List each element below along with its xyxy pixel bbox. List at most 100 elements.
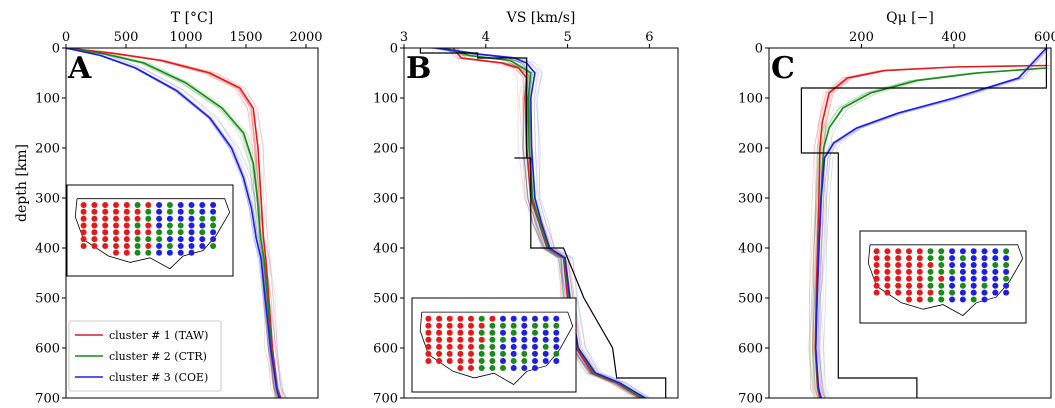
station-dot [134,243,141,249]
station-dot [102,243,109,249]
station-dot [91,222,98,229]
station-dot [436,343,443,350]
station-dot [113,222,119,229]
plot-area [66,48,287,398]
station-dot [510,358,517,364]
station-dot [177,208,184,215]
station-dot [134,202,141,208]
station-dot [210,243,217,249]
station-dot [1003,248,1010,255]
station-dot [542,350,549,357]
station-dot [188,243,195,249]
station-dot [457,365,464,371]
station-dot [949,262,956,268]
station-dot [895,275,902,282]
station-dot [992,255,999,262]
station-dot [1003,289,1010,296]
ensemble-line [68,48,283,398]
station-dot [123,249,130,256]
station-dot [532,358,538,364]
us-cluster-map-inset [66,184,234,277]
station-dot [457,322,464,329]
x-tick-label: 200 [849,30,874,45]
ensemble-line [438,48,637,398]
station-dot [510,322,517,329]
station-dot [113,249,119,256]
station-dot [188,249,195,256]
station-dot [873,289,880,296]
ensemble-line [817,48,1049,398]
station-dot [959,289,966,296]
station-dot [927,282,934,289]
station-dot [553,336,560,343]
station-dot [489,329,496,336]
y-tick-label: 200 [373,142,398,157]
y-tick-label: 100 [35,92,60,107]
station-dot [199,229,206,236]
station-dot [145,215,152,222]
ensemble-line [819,48,1051,398]
station-dot [981,262,988,268]
station-dot [500,322,506,329]
station-dot [446,315,453,322]
station-dot [134,229,141,236]
station-dot [489,315,496,322]
station-dot [553,329,560,336]
station-dot [457,315,464,322]
x-axis-title: VS [km/s] [506,10,576,26]
station-dot [91,243,98,249]
station-dot [981,275,988,282]
station-dot [166,243,173,249]
station-dot [478,365,485,371]
y-tick-label: 0 [390,42,398,57]
x-tick-label: 400 [942,30,967,45]
station-dot [521,336,528,343]
station-dot [992,262,999,268]
station-dot [113,202,119,208]
x-tick-label: 0 [62,30,70,45]
station-dot [521,365,528,371]
y-tick-label: 100 [373,92,398,107]
ensemble-line [439,48,639,398]
station-dot [927,296,934,303]
station-dot [895,289,902,296]
station-dot [906,255,912,262]
station-dot [210,202,217,208]
station-dot [446,329,453,336]
x-tick-label: 1500 [229,30,262,45]
station-dot [949,268,956,275]
series-line-2 [444,48,644,398]
station-dot [927,255,934,262]
station-dot [521,315,528,322]
station-dot [425,336,432,343]
y-axis-title: depth [km] [14,144,30,222]
y-tick-label: 0 [52,42,60,57]
station-dot [1003,282,1010,289]
ensemble-line [66,48,277,398]
station-dot [542,336,549,343]
station-dot [199,243,206,249]
legend-label: cluster # 1 (TAW) [109,329,208,342]
x-tick-label: 600 [1034,30,1055,45]
station-dot [457,358,464,364]
station-dot [949,282,956,289]
ensemble-line [450,48,648,398]
ensemble-line [439,48,639,398]
station-dot [134,215,141,222]
panel-b: 3 4 5 6 0 100 200 300 400 500 600 700 VS [km/s] B [373,10,679,407]
station-dot [500,315,506,322]
station-dot [927,275,934,282]
station-dot [884,289,891,296]
station-dot [113,243,119,249]
station-dot [981,289,988,296]
station-dot [113,215,119,222]
station-dot [145,249,152,256]
station-dot [188,202,195,208]
station-dot [873,275,880,282]
ensemble-line [72,48,284,398]
station-dot [521,329,528,336]
station-dot [91,229,98,236]
station-dot [145,243,152,249]
station-dot [970,255,977,262]
station-dot [80,208,87,215]
